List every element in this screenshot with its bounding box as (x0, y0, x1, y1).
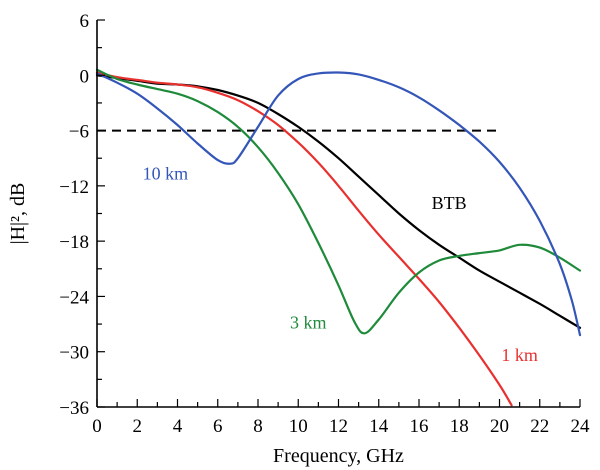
series-label-3-km: 3 km (290, 313, 327, 333)
y-tick-label: −6 (69, 122, 89, 143)
y-tick-label: −18 (59, 232, 89, 253)
x-tick-label: 22 (530, 416, 549, 437)
x-tick-label: 4 (173, 416, 183, 437)
x-tick-label: 2 (133, 416, 143, 437)
y-tick-label: −36 (59, 398, 89, 419)
x-tick-label: 24 (571, 416, 591, 437)
series-label-1-km: 1 km (501, 345, 538, 365)
series-label-10-km: 10 km (143, 163, 189, 183)
y-tick-label: −24 (59, 287, 89, 308)
x-tick-label: 6 (213, 416, 223, 437)
x-tick-label: 12 (329, 416, 348, 437)
series-line-10-km (95, 71, 582, 337)
series-line-btb (95, 74, 582, 329)
x-tick-label: 0 (92, 416, 102, 437)
labels: BTB 1 km 3 km 10 km (143, 163, 538, 365)
series-group (95, 68, 582, 407)
y-tick-label: −30 (59, 343, 89, 364)
y-tick-label: 0 (80, 66, 90, 87)
y-tick-label: 6 (80, 11, 90, 32)
x-tick-label: 10 (289, 416, 308, 437)
series-label-btb: BTB (432, 193, 467, 213)
x-tick-label: 14 (369, 416, 389, 437)
x-tick-label: 18 (450, 416, 469, 437)
series-line-1-km (95, 71, 513, 407)
x-tick-label: 8 (253, 416, 263, 437)
x-axis-title: Frequency, GHz (273, 445, 404, 467)
series-line-3-km (95, 68, 582, 335)
x-tick-label: 20 (490, 416, 509, 437)
y-tick-label: −12 (59, 177, 89, 198)
x-tick-label: 16 (410, 416, 429, 437)
y-axis-title: |H|², dB (7, 183, 29, 245)
